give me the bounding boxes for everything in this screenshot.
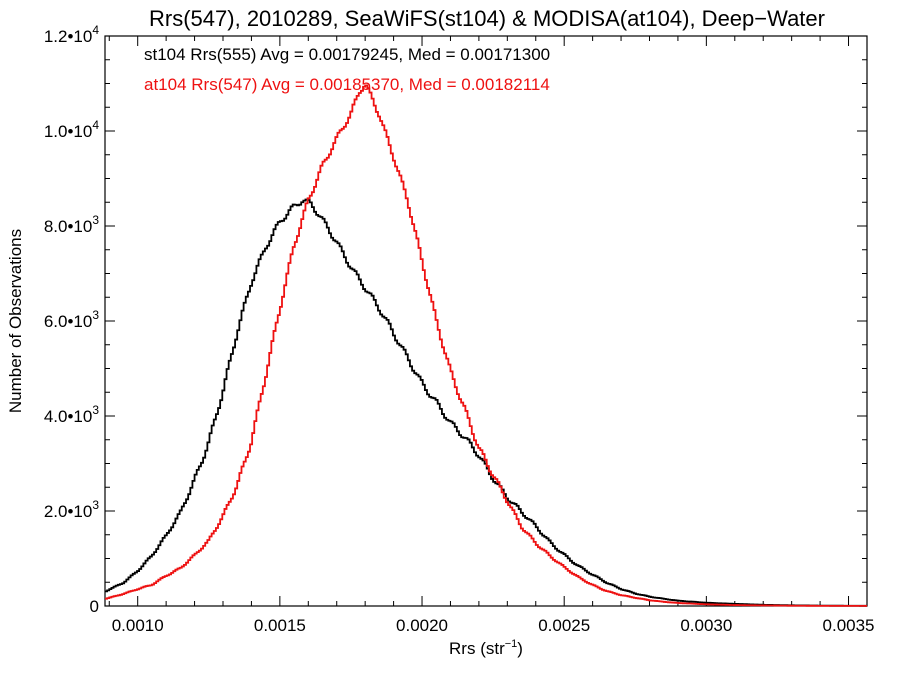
y-axis-label: Number of Observations — [6, 229, 25, 413]
y-tick-label: 2.0•103 — [44, 498, 100, 521]
y-axis: 0 2.0•103 4.0•103 6.0•103 8.0•103 1.0•104 1.2•… — [44, 23, 867, 616]
annotation-1: st104 Rrs(555) Avg = 0.00179245, Med = 0… — [144, 45, 550, 64]
chart-title: Rrs(547), 2010289, SeaWiFS(st104) & MODI… — [149, 6, 825, 31]
y-tick-label: 1.2•104 — [44, 23, 100, 46]
x-axis: 0.0010 0.0015 0.0020 0.0025 0.0030 0.0035 — [108, 36, 875, 635]
y-tick-label: 4.0•103 — [44, 403, 100, 426]
legend-annotations: st104 Rrs(555) Avg = 0.00179245, Med = 0… — [144, 45, 550, 94]
x-tick-label: 0.0015 — [254, 616, 306, 635]
x-axis-label: Rrs (str−1) — [449, 638, 523, 658]
series-line-2 — [105, 84, 867, 607]
y-tick-label: 8.0•103 — [44, 213, 100, 236]
y-tick-label: 1.0•104 — [44, 118, 100, 141]
y-tick-label: 0 — [90, 597, 99, 616]
x-tick-label: 0.0035 — [823, 616, 875, 635]
y-tick-label: 6.0•103 — [44, 308, 100, 331]
annotation-2: at104 Rrs(547) Avg = 0.00185370, Med = 0… — [144, 75, 550, 94]
series-layer — [105, 84, 867, 607]
x-tick-label: 0.0020 — [396, 616, 448, 635]
x-tick-label: 0.0025 — [538, 616, 590, 635]
x-tick-label: 0.0030 — [680, 616, 732, 635]
x-tick-label: 0.0010 — [112, 616, 164, 635]
series-line-1 — [105, 198, 867, 607]
